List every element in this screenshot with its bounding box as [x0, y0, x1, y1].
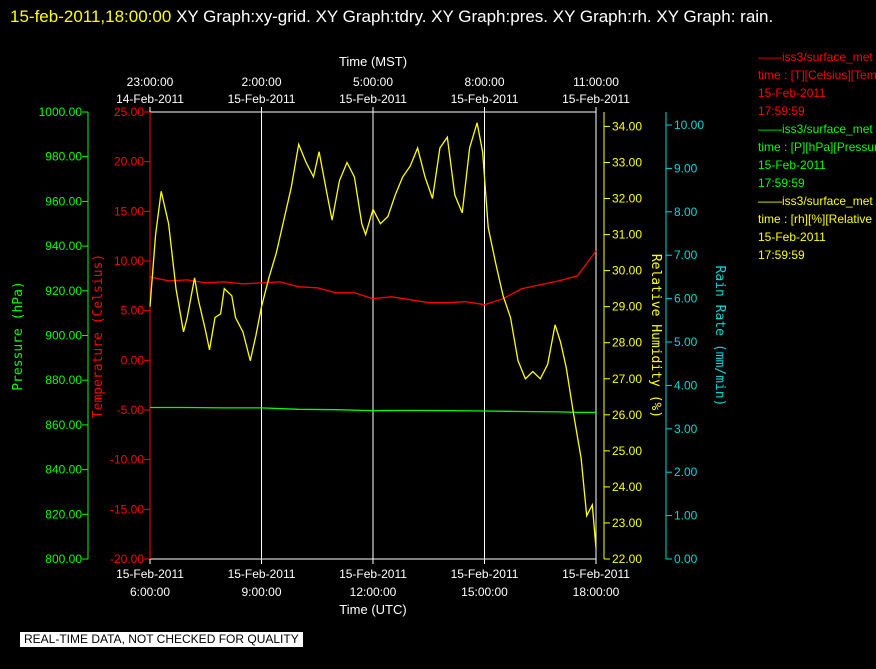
temperature-tick-label: -20.00	[110, 552, 144, 566]
x-tick-label-bottom-date: 15-Feb-2011	[562, 567, 630, 581]
series-lines	[149, 122, 597, 549]
humidity-tick-label: 31.00	[612, 228, 642, 242]
header-timestamp: 15-feb-2011,18:00:00	[10, 7, 172, 26]
x-tick-label-top-date: 15-Feb-2011	[339, 92, 407, 106]
x-tick-label-top-time: 23:00:00	[127, 75, 174, 89]
temperature-tick-label: 25.00	[114, 105, 144, 119]
rain-tick-label: 1.00	[674, 509, 698, 523]
legend-entry-line1: ——iss3/surface_met	[758, 194, 873, 208]
legend-entry-line4: 17:59:59	[758, 104, 805, 118]
temperature-tick-label: 5.00	[121, 304, 145, 318]
pressure-tick-label: 940.00	[45, 239, 82, 253]
temperature-tick-label: -15.00	[110, 502, 144, 516]
x-tick-label-bottom-time: 15:00:00	[461, 585, 508, 599]
humidity-tick-label: 29.00	[612, 300, 642, 314]
legend-entry-line4: 17:59:59	[758, 176, 805, 190]
temperature-tick-label: -5.00	[117, 403, 145, 417]
x-tick-label-top-time: 5:00:00	[353, 75, 393, 89]
grid-lines	[261, 112, 485, 559]
temperature-tick-label: -10.00	[110, 453, 144, 467]
header-titles: XY Graph:xy-grid. XY Graph:tdry. XY Grap…	[176, 7, 774, 26]
temperature-axis-title: Temperature (Celsius)	[91, 254, 106, 418]
x-tick-label-top-time: 8:00:00	[464, 75, 504, 89]
legend-entry-line1: ——iss3/surface_met	[758, 50, 873, 64]
rain-tick-label: 2.00	[674, 465, 698, 479]
legend-entry-line3: 15-Feb-2011	[758, 230, 826, 244]
x-tick-label-bottom-date: 15-Feb-2011	[116, 567, 184, 581]
rain-tick-label: 5.00	[674, 335, 698, 349]
rain-axis-title: Rain Rate (mm/min)	[712, 266, 727, 407]
x-tick-label-bottom-date: 15-Feb-2011	[339, 567, 407, 581]
pressure-tick-label: 840.00	[45, 463, 82, 477]
pressure-tick-label: 820.00	[45, 507, 82, 521]
rain-tick-label: 0.00	[674, 552, 698, 566]
humidity-tick-label: 23.00	[612, 516, 642, 530]
legend-entry-line3: 15-Feb-2011	[758, 158, 826, 172]
legend-entry-line1: ——iss3/surface_met	[758, 122, 873, 136]
humidity-tick-label: 30.00	[612, 264, 642, 278]
x-tick-label-top-date: 15-Feb-2011	[562, 92, 630, 106]
x-tick-label-bottom-date: 15-Feb-2011	[228, 567, 296, 581]
humidity-tick-label: 33.00	[612, 155, 642, 169]
x-tick-label-bottom-time: 9:00:00	[241, 585, 281, 599]
pressure-tick-label: 1000.00	[39, 105, 83, 119]
x-tick-label-top-date: 15-Feb-2011	[451, 92, 519, 106]
humidity-tick-label: 34.00	[612, 119, 642, 133]
x-tick-label-top-date: 15-Feb-2011	[228, 92, 296, 106]
legend-entry-line2: time : [T][Celsius][Temperature]	[758, 68, 876, 82]
rain-tick-label: 9.00	[674, 161, 698, 175]
rain-tick-label: 7.00	[674, 248, 698, 262]
humidity-axis-title: Relative Humidity (%)	[648, 254, 663, 418]
pressure-tick-label: 800.00	[45, 552, 82, 566]
rain-tick-label: 3.00	[674, 422, 698, 436]
pressure-tick-label: 900.00	[45, 329, 82, 343]
quality-disclaimer: REAL-TIME DATA, NOT CHECKED FOR QUALITY	[20, 632, 303, 647]
x-tick-label-top-time: 2:00:00	[241, 75, 281, 89]
pressure-tick-label: 980.00	[45, 150, 82, 164]
x-tick-label-bottom-time: 6:00:00	[130, 585, 170, 599]
temperature-tick-label: 10.00	[114, 254, 144, 268]
x-tick-label-top-date: 14-Feb-2011	[116, 92, 184, 106]
humidity-tick-label: 27.00	[612, 372, 642, 386]
x-axis-label-bottom: Time (UTC)	[339, 602, 406, 617]
humidity-tick-label: 25.00	[612, 444, 642, 458]
legend-entry-line2: time : [P][hPa][Pressure]	[758, 140, 876, 154]
humidity-tick-label: 32.00	[612, 192, 642, 206]
humidity-tick-label: 22.00	[612, 552, 642, 566]
humidity-tick-label: 28.00	[612, 336, 642, 350]
humidity-tick-label: 24.00	[612, 480, 642, 494]
legend-entry-line4: 17:59:59	[758, 248, 805, 262]
pressure-tick-label: 920.00	[45, 284, 82, 298]
pressure-series-line	[150, 406, 596, 414]
temperature-tick-label: 20.00	[114, 155, 144, 169]
legend-entry-line2: time : [rh][%][Relative Humidity]	[758, 212, 876, 226]
rain-tick-label: 8.00	[674, 205, 698, 219]
pressure-tick-label: 860.00	[45, 418, 82, 432]
x-tick-label-top-time: 11:00:00	[573, 75, 619, 89]
x-tick-label-bottom-time: 18:00:00	[573, 585, 620, 599]
pressure-tick-label: 960.00	[45, 194, 82, 208]
rain-tick-label: 6.00	[674, 292, 698, 306]
pressure-axis-title: Pressure (hPa)	[11, 281, 26, 391]
x-axes: 15-Feb-2011 6:00:00 15-Feb-2011 9:00:00 15-F…	[116, 54, 630, 617]
pressure-tick-label: 880.00	[45, 373, 82, 387]
x-tick-label-bottom-date: 15-Feb-2011	[451, 567, 519, 581]
humidity-tick-label: 26.00	[612, 408, 642, 422]
temperature-tick-label: 0.00	[121, 353, 145, 367]
humidity-series-line	[149, 122, 597, 549]
graph-header: 15-feb-2011,18:00:00 XY Graph:xy-grid. X…	[10, 2, 860, 31]
x-tick-label-bottom-time: 12:00:00	[350, 585, 397, 599]
y-axes: 800.00 820.00 840.00 860.00 880.00 900.00 920.…	[11, 105, 727, 566]
x-axis-label-top: Time (MST)	[339, 54, 407, 69]
temperature-tick-label: 15.00	[114, 204, 144, 218]
legend-entry-line3: 15-Feb-2011	[758, 86, 826, 100]
rain-tick-label: 4.00	[674, 378, 698, 392]
rain-tick-label: 10.00	[674, 118, 704, 132]
temperature-series-line	[149, 250, 597, 306]
